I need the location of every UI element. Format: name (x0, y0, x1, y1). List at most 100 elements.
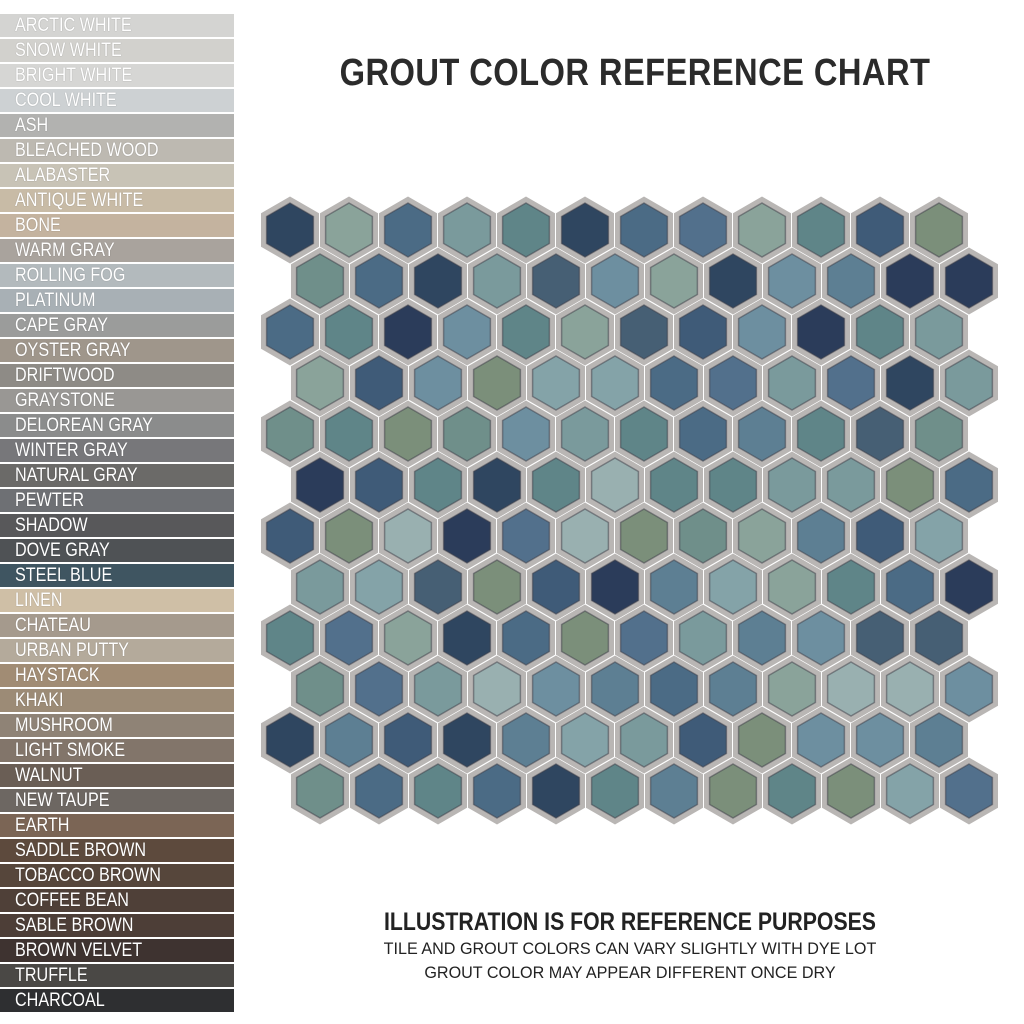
hexagon-tile (944, 559, 994, 615)
hexagon-tile (826, 355, 876, 411)
disclaimer: ILLUSTRATION IS FOR REFERENCE PURPOSES T… (300, 908, 960, 985)
hexagon-tile (855, 406, 905, 462)
grout-swatch: GRAYSTONE (0, 389, 234, 412)
grout-swatch-label: BLEACHED WOOD (15, 140, 159, 161)
grout-swatch-label: SNOW WHITE (15, 40, 122, 61)
hexagon-tile (796, 508, 846, 564)
hexagon-tile (885, 661, 935, 717)
grout-swatch: WALNUT (0, 764, 234, 787)
hexagon-tile (472, 661, 522, 717)
grout-swatch-label: WINTER GRAY (15, 440, 128, 461)
grout-swatch: LINEN (0, 589, 234, 612)
hexagon-tile (531, 661, 581, 717)
grout-swatch: ASH (0, 114, 234, 137)
hexagon-tile (501, 712, 551, 768)
grout-swatch: SABLE BROWN (0, 914, 234, 937)
hexagon-tile (560, 712, 610, 768)
hexagon-tile (383, 712, 433, 768)
hexagon-tile (944, 661, 994, 717)
grout-swatch: COFFEE BEAN (0, 889, 234, 912)
hexagon-tile (354, 253, 404, 309)
hexagon-tile (472, 457, 522, 513)
grout-swatch-label: CAPE GRAY (15, 315, 109, 336)
grout-swatch-label: WARM GRAY (15, 240, 115, 261)
hexagon-tile (914, 304, 964, 360)
hexagon-tile (619, 712, 669, 768)
hexagon-tile (590, 355, 640, 411)
hexagon-tile (501, 304, 551, 360)
hexagon-tile (590, 763, 640, 819)
grout-swatch-label: EARTH (15, 815, 70, 836)
hexagon-tile (678, 202, 728, 258)
grout-swatch-list: ARCTIC WHITE SNOW WHITE BRIGHT WHITE COOL W… (0, 14, 234, 1014)
hexagon-tile (472, 355, 522, 411)
grout-swatch: LIGHT SMOKE (0, 739, 234, 762)
hexagon-tile (354, 661, 404, 717)
hexagon-tile (708, 457, 758, 513)
hexagon-tile (855, 610, 905, 666)
hexagon-tile (914, 610, 964, 666)
hexagon-tile (737, 712, 787, 768)
hexagon-tile (383, 610, 433, 666)
disclaimer-line-1: TILE AND GROUT COLORS CAN VARY SLIGHTLY … (383, 939, 877, 958)
grout-swatch: NATURAL GRAY (0, 464, 234, 487)
hexagon-tile (649, 457, 699, 513)
grout-swatch-label: MUSHROOM (15, 715, 113, 736)
grout-swatch: PEWTER (0, 489, 234, 512)
hexagon-tile (295, 559, 345, 615)
grout-swatch-label: COFFEE BEAN (15, 890, 129, 911)
grout-swatch-label: OYSTER GRAY (15, 340, 131, 361)
hexagon-tile (826, 763, 876, 819)
hexagon-tile (914, 712, 964, 768)
hexagon-tile (649, 253, 699, 309)
grout-swatch: BROWN VELVET (0, 939, 234, 962)
disclaimer-line-2: GROUT COLOR MAY APPEAR DIFFERENT ONCE DR… (424, 963, 836, 982)
hexagon-tile (826, 661, 876, 717)
grout-swatch-label: ALABASTER (15, 165, 111, 186)
hexagon-tile (796, 610, 846, 666)
hexagon-tile (324, 304, 374, 360)
hexagon-tile (708, 559, 758, 615)
grout-swatch-label: BRIGHT WHITE (15, 65, 133, 86)
hexagon-tile (295, 661, 345, 717)
hexagon-tile (708, 661, 758, 717)
hexagon-tile (295, 763, 345, 819)
grout-swatch: SHADOW (0, 514, 234, 537)
grout-swatch: SADDLE BROWN (0, 839, 234, 862)
hexagon-tile (737, 406, 787, 462)
hexagon-tile (796, 406, 846, 462)
hexagon-tile (855, 202, 905, 258)
hexagon-tile (708, 355, 758, 411)
hexagon-tile (560, 610, 610, 666)
grout-swatch: DELOREAN GRAY (0, 414, 234, 437)
hexagon-tile (885, 457, 935, 513)
grout-swatch: BRIGHT WHITE (0, 64, 234, 87)
hexagon-tile (855, 304, 905, 360)
hexagon-tile (678, 508, 728, 564)
hexagon-tile (265, 202, 315, 258)
hexagon-tile (708, 253, 758, 309)
grout-swatch: BLEACHED WOOD (0, 139, 234, 162)
hexagon-tile (560, 304, 610, 360)
hexagon-tile (472, 763, 522, 819)
hexagon-tile (944, 355, 994, 411)
hexagon-tile (501, 610, 551, 666)
grout-swatch-label: KHAKI (15, 690, 64, 711)
grout-swatch-label: ROLLING FOG (15, 265, 126, 286)
hexagon-tile (826, 457, 876, 513)
grout-swatch: DRIFTWOOD (0, 364, 234, 387)
hexagon-tile (590, 253, 640, 309)
hexagon-tile (501, 406, 551, 462)
hexagon-tile (413, 253, 463, 309)
hexagon-tile (295, 253, 345, 309)
hexagon-tile (560, 406, 610, 462)
hexagon-tile (413, 661, 463, 717)
hexagon-tile (560, 202, 610, 258)
grout-swatch-label: ASH (15, 115, 49, 136)
hexagon-tile (914, 508, 964, 564)
hexagon-tile (265, 406, 315, 462)
hexagon-tile (324, 406, 374, 462)
hexagon-tile (590, 457, 640, 513)
hexagon-tile (590, 559, 640, 615)
hexagon-tile (619, 202, 669, 258)
